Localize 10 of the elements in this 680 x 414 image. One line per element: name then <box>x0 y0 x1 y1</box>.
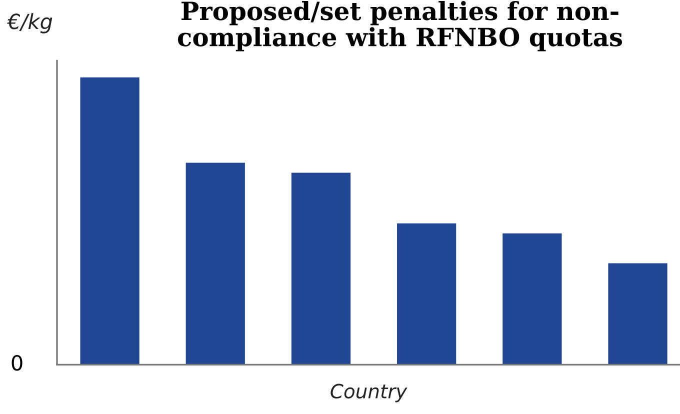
x-axis-title: Country <box>330 384 408 402</box>
bar <box>80 77 140 365</box>
bar <box>186 162 245 365</box>
bar <box>502 233 562 365</box>
y-axis-title: €/kg <box>7 13 52 34</box>
bar <box>291 172 351 365</box>
text: 0 <box>12 354 22 371</box>
bar <box>397 223 456 365</box>
chart-title: Proposed/set penalties for non- compliance with RFNBO quotas <box>178 1 622 52</box>
bar <box>608 263 668 365</box>
